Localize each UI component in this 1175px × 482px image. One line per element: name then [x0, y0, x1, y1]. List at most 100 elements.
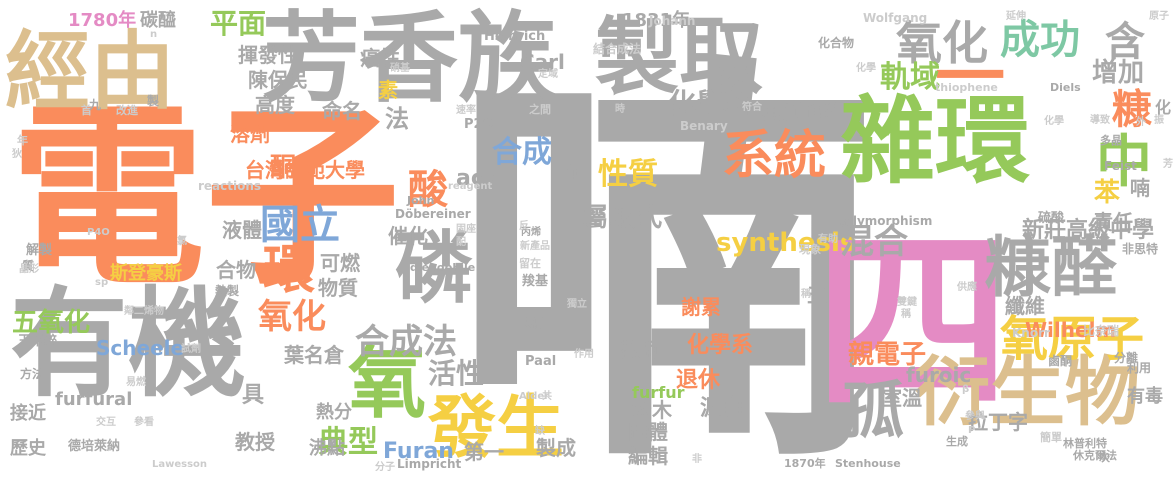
- word-w-nan2: 喃: [1130, 176, 1150, 200]
- word-s7: Diels: [1050, 81, 1081, 94]
- word-s40: 熱製: [215, 284, 240, 298]
- word-w-diyi: 第一: [464, 440, 504, 464]
- word-s38: 解製: [26, 243, 53, 258]
- word-s49: 作用: [574, 349, 594, 360]
- word-s25: 林普利特: [1063, 437, 1107, 450]
- word-w-shiwen: 室溫: [882, 386, 922, 410]
- word-w-gaodu: 高度: [255, 93, 295, 117]
- word-s70: 試劑: [181, 344, 201, 355]
- word-s48: 獨立: [567, 299, 587, 310]
- word-s43: 製備: [519, 317, 546, 332]
- word-w-youdu: 有毒: [1127, 386, 1163, 407]
- word-s79: 非: [692, 454, 702, 465]
- word-w-jie: 解: [567, 164, 585, 185]
- word-w-hechengfa: 合成法: [355, 322, 457, 362]
- word-s95: 稱: [901, 309, 911, 320]
- word-s94: 製: [147, 94, 160, 108]
- word-w-bianji: 編輯: [628, 444, 668, 468]
- word-s56: 延伸: [1006, 11, 1026, 22]
- word-s60: 外: [1136, 117, 1146, 128]
- word-w-feidian: 沸點: [309, 438, 345, 459]
- word-s21: 1870年: [784, 457, 826, 470]
- word-w-gu: 孤: [842, 374, 905, 447]
- word-s68: sp: [95, 277, 109, 288]
- word-w-jiaoshou: 教授: [235, 430, 275, 454]
- word-w-synthesis: synthesis: [716, 228, 856, 258]
- word-w-jiejin: 接近: [10, 403, 46, 424]
- word-s81: Alder: [519, 391, 550, 402]
- word-s51: 速率: [456, 105, 476, 116]
- word-s34: 生成: [946, 435, 968, 448]
- word-w-yangyuanzi: 氧原子: [1000, 311, 1145, 367]
- word-w-tong: 酮: [270, 153, 297, 183]
- word-s36: 方法: [20, 367, 45, 381]
- word-w-qindianzi: 親電子: [848, 340, 927, 370]
- word-s55: 分子: [375, 462, 395, 473]
- word-s58: 化學: [856, 63, 876, 74]
- word-s67: 晶形: [19, 264, 39, 275]
- word-s88: n: [150, 29, 158, 40]
- word-w-zahuan: 雜環: [840, 87, 1031, 197]
- word-w-fa: 法: [385, 105, 409, 133]
- word-w-lishi: 歷史: [10, 438, 46, 459]
- word-w-songmu: 松木: [632, 398, 672, 422]
- word-w-huaxuexi: 化學系: [687, 333, 754, 358]
- word-w-hua: 化: [1155, 98, 1172, 117]
- word-w-huoxing: 活性: [428, 357, 485, 390]
- word-w-han: 含: [1105, 19, 1145, 65]
- word-w-carl: Carl: [520, 50, 565, 74]
- word-w-youji: 有機: [10, 275, 247, 413]
- word-s30: 鹵酮: [1048, 354, 1073, 368]
- word-w-dianxing: 典型: [318, 425, 378, 460]
- word-w-ben: 苯: [1094, 178, 1121, 208]
- word-w-yeti: 液體: [222, 218, 262, 242]
- word-w-wilhelm: Wilhelm: [1025, 318, 1117, 342]
- word-s22: Lawesson: [152, 459, 208, 470]
- word-w-xiesu: 謝累: [681, 295, 721, 319]
- word-s62: 首: [81, 104, 92, 117]
- word-s27: 多晶: [1100, 134, 1122, 147]
- word-w-yemingcang: 葉名倉: [284, 343, 344, 367]
- word-w-1831: 1831年: [622, 10, 691, 31]
- word-w-furan: Furan: [383, 439, 454, 464]
- word-s26: 休克爾法: [1073, 449, 1117, 462]
- word-s61: 振: [1154, 115, 1164, 126]
- word-w-zhong: 中: [1096, 130, 1152, 195]
- word-s92: 狄: [12, 149, 22, 160]
- word-w-yansheng: 衍生物: [915, 348, 1141, 436]
- word-s17: 比奈瑞: [1083, 324, 1120, 338]
- word-s23: 德培萊納: [68, 439, 121, 454]
- word-w-dianzi: 電子: [10, 84, 400, 311]
- word-w-jingyou: 經由: [5, 23, 176, 122]
- word-s29: 非思特: [1122, 242, 1159, 256]
- word-s3: Heinrich: [484, 29, 546, 44]
- word-s39: 質: [22, 259, 35, 273]
- word-s46: 新產品: [520, 241, 550, 252]
- word-w-wuyanghua: 五氧化: [12, 308, 91, 338]
- word-w-scheele: Scheele: [96, 336, 185, 360]
- word-s53: 硝基: [390, 63, 410, 74]
- word-s11: reagent: [448, 181, 493, 192]
- word-w-taida: 台灣師範大學: [245, 158, 365, 182]
- word-s75: 有助: [818, 234, 838, 245]
- word-w-xianwei: 纖維: [1005, 294, 1045, 318]
- word-s69: 鄰二烯物: [124, 306, 164, 317]
- word-s14: dienophile: [410, 261, 476, 274]
- word-w-guti: 固體: [628, 420, 668, 444]
- word-w-zeren: 責任: [1093, 210, 1133, 234]
- word-w-cuihua: 催化: [388, 224, 428, 248]
- word-w-huaxueke: 化學科: [668, 87, 753, 120]
- word-w-xingzhi: 性質: [598, 157, 658, 192]
- word-s66: P4O: [87, 227, 110, 238]
- word-w-furfural: furfural: [55, 389, 133, 410]
- word-w-zhicheng: 製成: [536, 436, 576, 460]
- word-s73: 稱: [801, 289, 811, 300]
- word-s42: 參看: [134, 417, 154, 428]
- word-w-fangxiangzu: 芳香族: [262, 2, 557, 116]
- word-w-su: 素: [378, 78, 398, 102]
- word-s77: 參與: [965, 411, 985, 422]
- word-s31: 分離: [1114, 351, 1139, 365]
- word-s84: 配: [456, 237, 466, 248]
- word-s6: thiophene: [935, 81, 998, 94]
- word-s47: 丙烯: [521, 227, 541, 238]
